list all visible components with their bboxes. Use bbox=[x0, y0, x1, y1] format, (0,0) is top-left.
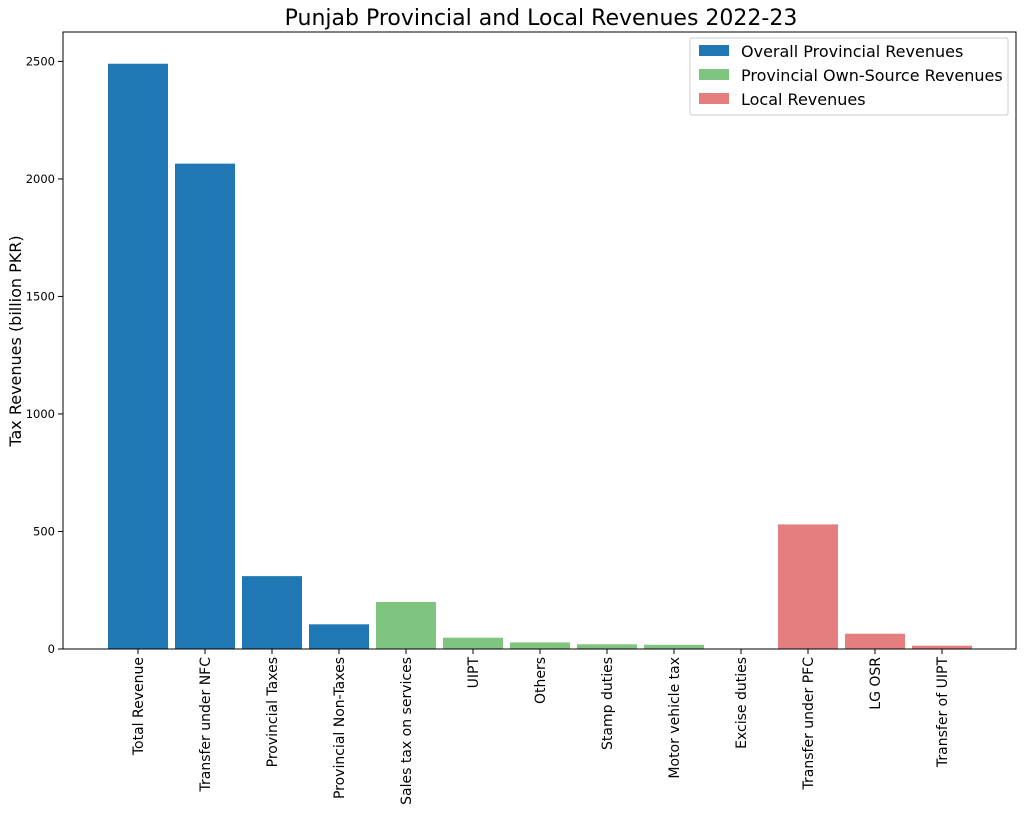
legend-swatch-overall-provincial bbox=[699, 45, 729, 56]
bar-total-revenue bbox=[108, 63, 168, 649]
x-tick-label: Provincial Taxes bbox=[265, 657, 281, 767]
y-tick-label: 1500 bbox=[26, 289, 55, 303]
x-tick-label: Excise duties bbox=[734, 657, 750, 749]
bar-uipt bbox=[443, 637, 503, 649]
x-tick-label: Sales tax on services bbox=[399, 657, 415, 805]
bar-others bbox=[510, 642, 570, 649]
y-tick-label: 1000 bbox=[26, 407, 55, 421]
bar-transfer-under-pfc bbox=[778, 524, 838, 649]
bar-transfer-under-nfc bbox=[175, 163, 235, 650]
y-tick-label: 2000 bbox=[26, 172, 55, 186]
y-tick-label: 0 bbox=[48, 642, 55, 656]
x-tick-label: Provincial Non-Taxes bbox=[332, 657, 348, 799]
y-axis-label: Tax Revenues (billion PKR) bbox=[6, 235, 25, 447]
bar-transfer-of-uipt bbox=[912, 645, 972, 649]
x-tick-label: Motor vehicle tax bbox=[667, 657, 683, 779]
x-tick-label: Transfer under PFC bbox=[801, 657, 817, 791]
x-tick-label: Stamp duties bbox=[600, 657, 616, 750]
bar-motor-vehicle-tax bbox=[644, 644, 704, 649]
legend-swatch-local bbox=[699, 93, 729, 104]
bar-provincial-non-taxes bbox=[309, 624, 369, 649]
bar-stamp-duties bbox=[577, 644, 637, 649]
bar-sales-tax-on-services bbox=[376, 601, 436, 649]
y-tick-label: 2500 bbox=[26, 54, 55, 68]
x-tick-label: LG OSR bbox=[868, 657, 884, 710]
plot-frame bbox=[62, 31, 1017, 650]
x-tick-label: Transfer of UIPT bbox=[935, 657, 951, 769]
chart-title: Punjab Provincial and Local Revenues 202… bbox=[285, 6, 798, 31]
x-axis: Total Revenue Transfer under NFC Provincia… bbox=[131, 649, 951, 805]
y-axis: 0 500 1000 1500 2000 2500 bbox=[26, 54, 63, 656]
legend-label-own-source: Provincial Own-Source Revenues bbox=[741, 66, 1003, 85]
x-tick-label: UIPT bbox=[466, 657, 482, 689]
legend-box bbox=[689, 37, 1009, 116]
legend: Overall Provincial Revenues Provincial O… bbox=[689, 37, 1009, 116]
legend-label-overall-provincial: Overall Provincial Revenues bbox=[741, 42, 963, 61]
bar-lg-osr bbox=[845, 633, 905, 649]
bar-provincial-taxes bbox=[242, 576, 302, 649]
x-tick-label: Total Revenue bbox=[131, 657, 147, 756]
x-tick-label: Others bbox=[533, 657, 549, 704]
y-tick-label: 500 bbox=[33, 524, 55, 538]
legend-swatch-own-source bbox=[699, 69, 729, 80]
bars bbox=[108, 63, 972, 650]
legend-label-local: Local Revenues bbox=[741, 90, 866, 109]
x-tick-label: Transfer under NFC bbox=[198, 657, 214, 793]
